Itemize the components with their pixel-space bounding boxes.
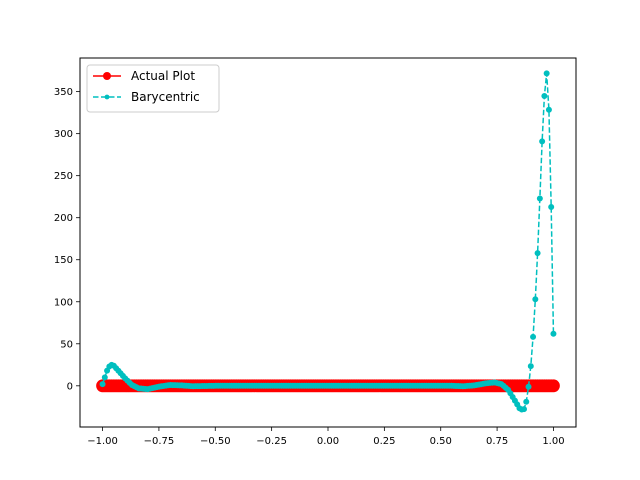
x-tick-label: 0.50 [430,436,452,447]
x-tick-label: −0.50 [200,436,231,447]
x-tick-label: −1.00 [87,436,118,447]
legend-item: Barycentric [93,90,200,104]
data-point [536,195,543,202]
x-tick-label: 0.25 [373,436,395,447]
y-tick-label: 200 [54,213,73,224]
y-tick-label: 100 [54,297,73,308]
x-tick-label: −0.25 [256,436,287,447]
y-tick-label: 50 [60,339,73,350]
y-tick-label: 150 [54,255,73,266]
data-point [534,250,541,257]
y-axis: 0 50 100 150 200 250 300 350 [54,87,80,392]
data-point [532,296,539,303]
data-point [550,330,557,337]
legend-item: Actual Plot [93,69,195,83]
x-tick-label: −0.75 [144,436,175,447]
data-point [543,70,550,77]
x-axis: −1.00 −0.75 −0.50 −0.25 0.00 0.25 0.50 0.75 1.00 [87,427,565,447]
legend-marker [103,72,111,80]
x-tick-label: 0.75 [486,436,508,447]
data-point [545,106,552,113]
data-point [101,374,108,381]
legend: Actual Plot Barycentric [86,64,220,113]
y-tick-label: 0 [67,381,73,392]
data-point [525,383,532,390]
data-point [527,363,534,370]
y-tick-label: 300 [54,129,73,140]
y-tick-label: 350 [54,87,73,98]
data-point [530,333,537,340]
data-point [547,379,560,393]
plot-area [96,70,560,413]
legend-label: Barycentric [131,90,200,104]
x-tick-label: 0.00 [317,436,339,447]
data-point [523,398,530,405]
data-point [521,406,528,413]
series-1 [99,70,557,413]
y-tick-label: 250 [54,171,73,182]
legend-marker [104,94,110,100]
legend-label: Actual Plot [131,69,195,83]
data-point [541,93,548,100]
x-tick-label: 1.00 [542,436,564,447]
data-point [99,381,106,388]
data-point [548,204,555,211]
data-point [539,138,546,145]
